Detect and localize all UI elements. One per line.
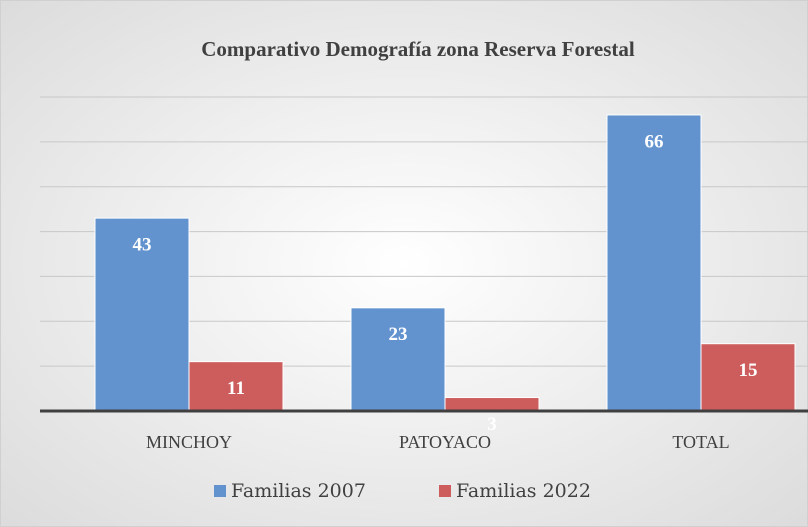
- bar: [444, 397, 540, 412]
- chart-title: Comparativo Demografía zona Reserva Fore…: [201, 37, 635, 61]
- data-label: 66: [645, 131, 664, 152]
- data-label: 23: [389, 324, 408, 345]
- data-label: 15: [739, 360, 758, 381]
- bar: [350, 307, 446, 412]
- x-tick-label: MINCHOY: [146, 432, 232, 452]
- data-label: 3: [487, 414, 497, 435]
- data-label: 11: [227, 378, 245, 399]
- bar: [700, 343, 796, 412]
- legend-label: Familias 2007: [231, 480, 366, 502]
- legend-swatch: [439, 485, 451, 497]
- data-label: 43: [133, 234, 152, 255]
- legend-swatch: [214, 485, 226, 497]
- bar: [94, 217, 190, 412]
- x-tick-label: PATOYACO: [399, 432, 491, 452]
- legend-label: Familias 2022: [456, 480, 591, 502]
- bar: [606, 114, 702, 412]
- x-tick-label: TOTAL: [672, 432, 729, 452]
- bar: [188, 361, 284, 412]
